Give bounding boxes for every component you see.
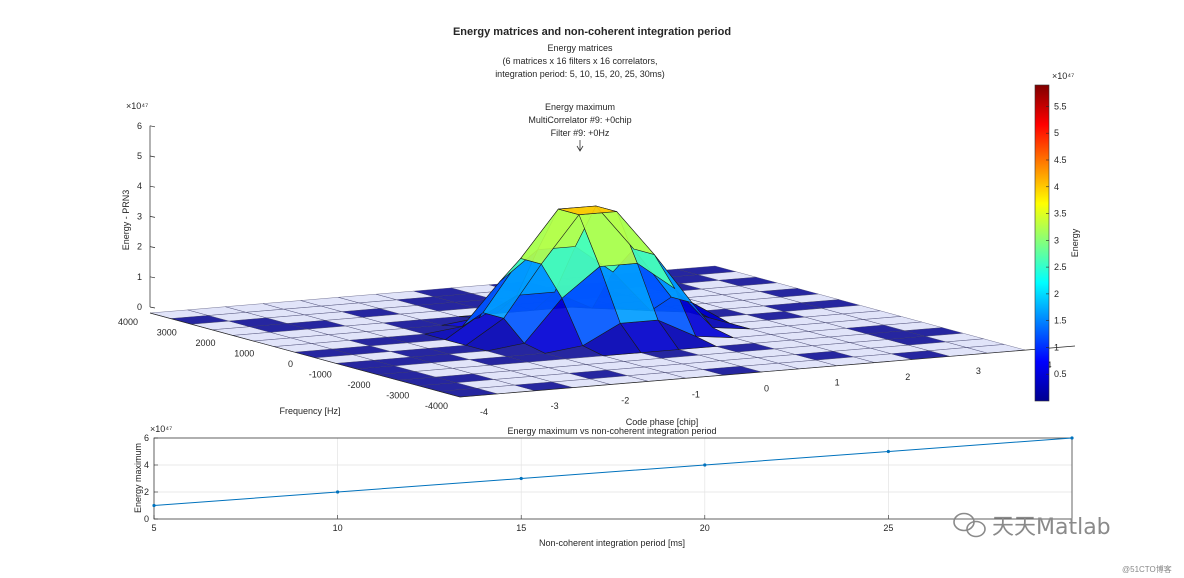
line-y-tick-label: 0 <box>144 514 149 524</box>
surface-y-axis-line <box>149 312 461 398</box>
surface-z-tick-label: 5 <box>137 151 142 161</box>
surface-y-tick-label: -1000 <box>309 370 332 380</box>
line-series <box>153 437 1073 506</box>
line-title: Energy maximum vs non-coherent integrati… <box>507 426 716 436</box>
surface-y-tick-label: 2000 <box>195 338 215 348</box>
surface-x-tick-label: 3 <box>976 366 981 376</box>
colorbar-tick-label: 3 <box>1054 235 1059 245</box>
colorbar-tick-label: 4 <box>1054 182 1059 192</box>
colorbar: 0.5 1 1.5 2 2.5 3 3.5 4 4.5 5 5.5 <box>1034 84 1067 402</box>
line-data-point <box>1070 436 1074 440</box>
colorbar-tick-label: 2 <box>1054 289 1059 299</box>
surface-z-exponent: ×10⁴⁷ <box>126 101 148 111</box>
colorbar-tick-label: 0.5 <box>1054 369 1067 379</box>
surface-x-tick-label: -2 <box>621 395 629 405</box>
surface-y-tick-label: 4000 <box>118 317 138 327</box>
colorbar-tick-label: 5.5 <box>1054 101 1067 111</box>
line-y-exponent: ×10⁴⁷ <box>150 424 172 434</box>
line-x-tick-label: 25 <box>883 523 893 533</box>
line-y-tick-label: 4 <box>144 460 149 470</box>
surface-x-tick-label: 2 <box>905 372 910 382</box>
surface-y-tick-label: -2000 <box>347 380 370 390</box>
line-plot-frame <box>153 437 1073 520</box>
surface-x-tick-label: 1 <box>835 378 840 388</box>
surface-z-tick-mark <box>149 306 156 309</box>
surface-x-axis-label: Code phase [chip] <box>626 417 699 427</box>
surface-z-tick-label: 3 <box>137 211 142 221</box>
colorbar-tick-label: 3.5 <box>1054 209 1067 219</box>
wechat-icon <box>953 512 986 538</box>
surface-z-tick-label: 0 <box>137 302 142 312</box>
surface-title: Energy matrices <box>547 43 613 53</box>
surface-z-tick-mark <box>149 216 156 218</box>
line-x-tick-label: 10 <box>333 523 343 533</box>
line-data-point <box>886 449 891 454</box>
line-plot: 5 10 15 20 25 0 2 4 6 <box>144 433 1074 533</box>
watermark-text: 天天Matlab <box>992 515 1111 540</box>
colorbar-gradient <box>1034 84 1050 402</box>
watermark-small-text: @51CTO博客 <box>1122 564 1172 574</box>
peak-annotation-line-2: MultiCorrelator #9: +0chip <box>528 115 631 125</box>
surface-z-tick-label: 2 <box>137 242 142 252</box>
surface-subtitle-line-1: (6 matrices x 16 filters x 16 correlator… <box>502 56 657 66</box>
line-x-tick-label: 15 <box>516 523 526 533</box>
surface-patch <box>558 205 617 216</box>
surface-y-tick-label: -4000 <box>425 401 448 411</box>
surface-z-axis-label: Energy - PRN3 <box>121 190 131 251</box>
surface-x-axis-line <box>459 345 1076 398</box>
surface-z-tick-mark <box>149 276 156 279</box>
surface-subtitle-line-2: integration period: 5, 10, 15, 20, 25, 3… <box>495 69 665 79</box>
peak-annotation-line-3: Filter #9: +0Hz <box>551 128 610 138</box>
surface-y-tick-label: 3000 <box>157 328 177 338</box>
surface-z-tick-label: 1 <box>137 272 142 282</box>
surface-y-axis-label: Frequency [Hz] <box>279 406 340 416</box>
peak-annotation-arrow <box>576 140 584 152</box>
surface-z-tick-mark <box>149 125 156 128</box>
watermark: 天天Matlab @51CTO博客 <box>953 512 1172 574</box>
surface-z-tick-label: 6 <box>137 121 142 131</box>
surface-z-tick-mark <box>149 246 156 248</box>
surface-y-tick-label: -3000 <box>386 391 409 401</box>
surface-z-tick-mark <box>149 185 156 188</box>
colorbar-tick-label: 1.5 <box>1054 316 1067 326</box>
surface-x-tick-label: -3 <box>551 401 559 411</box>
line-y-axis-label: Energy maximum <box>133 443 143 513</box>
colorbar-tick-label: 2.5 <box>1054 262 1067 272</box>
colorbar-tick-label: 1 <box>1054 342 1059 352</box>
line-y-tick-label: 6 <box>144 433 149 443</box>
surface-x-tick-label: -1 <box>692 389 700 399</box>
surface-y-tick-label: 1000 <box>234 349 254 359</box>
surface-x-tick-label: 0 <box>764 384 769 394</box>
surface-x-tick-label: -4 <box>480 407 488 417</box>
colorbar-tick-label: 4.5 <box>1054 155 1067 165</box>
surface-plot: 0 1 2 3 4 5 6 4000 3000 2000 1000 0 -1000 -2000 -3000 -… <box>118 121 1076 417</box>
line-x-axis-label: Non-coherent integration period [ms] <box>539 538 685 548</box>
line-data-point <box>519 476 523 481</box>
line-y-tick-label: 2 <box>144 487 149 497</box>
peak-annotation-line-1: Energy maximum <box>545 102 615 112</box>
colorbar-label: Energy <box>1070 228 1080 257</box>
line-x-tick-label: 5 <box>151 523 156 533</box>
surface-y-tick-label: 0 <box>288 359 293 369</box>
line-x-tick-label: 20 <box>700 523 710 533</box>
line-data-point <box>336 490 340 494</box>
colorbar-tick-label: 5 <box>1054 128 1059 138</box>
line-data-point <box>703 463 707 467</box>
line-plot-area <box>154 438 1072 519</box>
surface-z-tick-mark <box>149 155 156 158</box>
surface-z-tick-label: 4 <box>137 181 142 191</box>
figure-title: Energy matrices and non-coherent integra… <box>453 26 731 38</box>
colorbar-exponent: ×10⁴⁷ <box>1052 71 1074 81</box>
line-data-point <box>152 503 156 508</box>
